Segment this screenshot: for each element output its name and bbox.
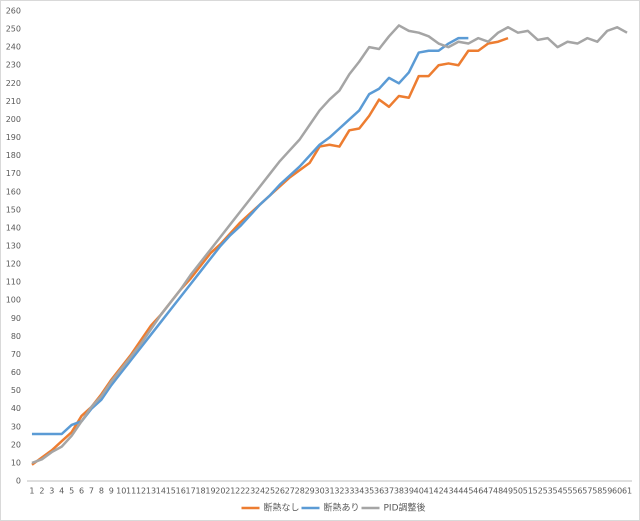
x-tick-label: 31	[324, 487, 334, 496]
x-tick-label: 49	[503, 487, 513, 496]
x-tick-label: 10	[116, 487, 126, 496]
x-tick-label: 55	[562, 487, 572, 496]
x-tick-label: 50	[513, 487, 523, 496]
y-tick-label: 180	[6, 151, 21, 160]
y-tick-label: 60	[11, 368, 21, 377]
y-tick-label: 110	[6, 278, 21, 287]
y-tick-label: 170	[6, 169, 21, 178]
x-tick-label: 40	[414, 487, 424, 496]
x-tick-label: 19	[205, 487, 215, 496]
x-tick-label: 45	[463, 487, 473, 496]
x-tick-label: 52	[533, 487, 543, 496]
y-tick-label: 250	[6, 25, 21, 34]
x-tick-label: 44	[453, 487, 463, 496]
x-tick-label: 30	[314, 487, 324, 496]
y-tick-label: 140	[6, 223, 21, 232]
x-tick-label: 22	[235, 487, 245, 496]
x-tick-label: 13	[146, 487, 156, 496]
x-tick-label: 39	[404, 487, 414, 496]
x-tick-label: 15	[166, 487, 176, 496]
x-tick-label: 21	[225, 487, 235, 496]
y-tick-label: 40	[11, 404, 21, 413]
x-tick-label: 47	[483, 487, 493, 496]
x-tick-label: 37	[384, 487, 394, 496]
y-tick-label: 260	[6, 7, 21, 16]
legend: 断熱なし 断熱あり PID調整後	[241, 502, 426, 514]
x-tick-label: 1	[29, 487, 34, 496]
y-tick-label: 210	[6, 97, 21, 106]
y-tick-label: 120	[6, 260, 21, 269]
x-tick-label: 17	[186, 487, 196, 496]
y-tick-label: 90	[11, 314, 21, 323]
x-tick-label: 43	[443, 487, 453, 496]
x-tick-label: 7	[89, 487, 94, 496]
x-tick-label: 5	[69, 487, 74, 496]
x-tick-label: 9	[109, 487, 114, 496]
y-tick-label: 10	[11, 458, 21, 467]
x-tick-label: 16	[176, 487, 186, 496]
y-tick-label: 30	[11, 422, 21, 431]
x-tick-label: 27	[285, 487, 295, 496]
x-tick-label: 41	[424, 487, 434, 496]
x-tick-label: 38	[394, 487, 404, 496]
y-tick-label: 80	[11, 332, 21, 341]
x-tick-label: 11	[126, 487, 136, 496]
x-tick-label: 8	[99, 487, 104, 496]
x-tick-label: 46	[473, 487, 483, 496]
y-tick-label: 70	[11, 350, 21, 359]
y-tick-label: 130	[6, 242, 21, 251]
series-line	[31, 36, 469, 436]
series-line	[31, 24, 628, 465]
x-tick-label: 14	[156, 487, 166, 496]
x-tick-label: 58	[592, 487, 602, 496]
x-tick-label: 60	[612, 487, 622, 496]
x-tick-label: 54	[553, 487, 563, 496]
y-tick-label: 220	[6, 79, 21, 88]
x-tick-label: 48	[493, 487, 503, 496]
y-tick-label: 100	[6, 296, 21, 305]
x-tick-label: 59	[602, 487, 612, 496]
x-tick-label: 51	[523, 487, 533, 496]
x-tick-label: 2	[39, 487, 44, 496]
x-tick-label: 35	[364, 487, 374, 496]
legend-label: 断熱あり	[324, 502, 360, 514]
x-tick-label: 29	[305, 487, 315, 496]
x-tick-label: 34	[354, 487, 364, 496]
y-tick-label: 160	[6, 187, 21, 196]
x-tick-label: 33	[344, 487, 354, 496]
y-tick-label: 150	[6, 205, 21, 214]
x-tick-label: 4	[59, 487, 64, 496]
x-tick-label: 42	[434, 487, 444, 496]
legend-label: 断熱なし	[264, 502, 300, 514]
x-tick-label: 36	[374, 487, 384, 496]
y-tick-label: 50	[11, 386, 21, 395]
y-tick-label: 0	[16, 477, 21, 486]
x-tick-label: 61	[622, 487, 632, 496]
legend-label: PID調整後	[384, 502, 426, 514]
x-tick-label: 6	[79, 487, 84, 496]
x-tick-label: 57	[582, 487, 592, 496]
x-tick-label: 26	[275, 487, 285, 496]
x-tick-label: 20	[215, 487, 225, 496]
y-tick-label: 240	[6, 43, 21, 52]
x-tick-label: 3	[49, 487, 54, 496]
x-tick-label: 12	[136, 487, 146, 496]
x-tick-label: 28	[295, 487, 305, 496]
x-tick-label: 53	[543, 487, 553, 496]
x-tick-label: 32	[334, 487, 344, 496]
x-tick-label: 25	[265, 487, 275, 496]
y-tick-label: 200	[6, 115, 21, 124]
x-tick-label: 56	[572, 487, 582, 496]
y-tick-label: 190	[6, 133, 21, 142]
y-tick-label: 230	[6, 61, 21, 70]
y-tick-label: 20	[11, 440, 21, 449]
x-tick-label: 23	[245, 487, 255, 496]
x-tick-label: 24	[255, 487, 265, 496]
x-tick-label: 18	[195, 487, 205, 496]
